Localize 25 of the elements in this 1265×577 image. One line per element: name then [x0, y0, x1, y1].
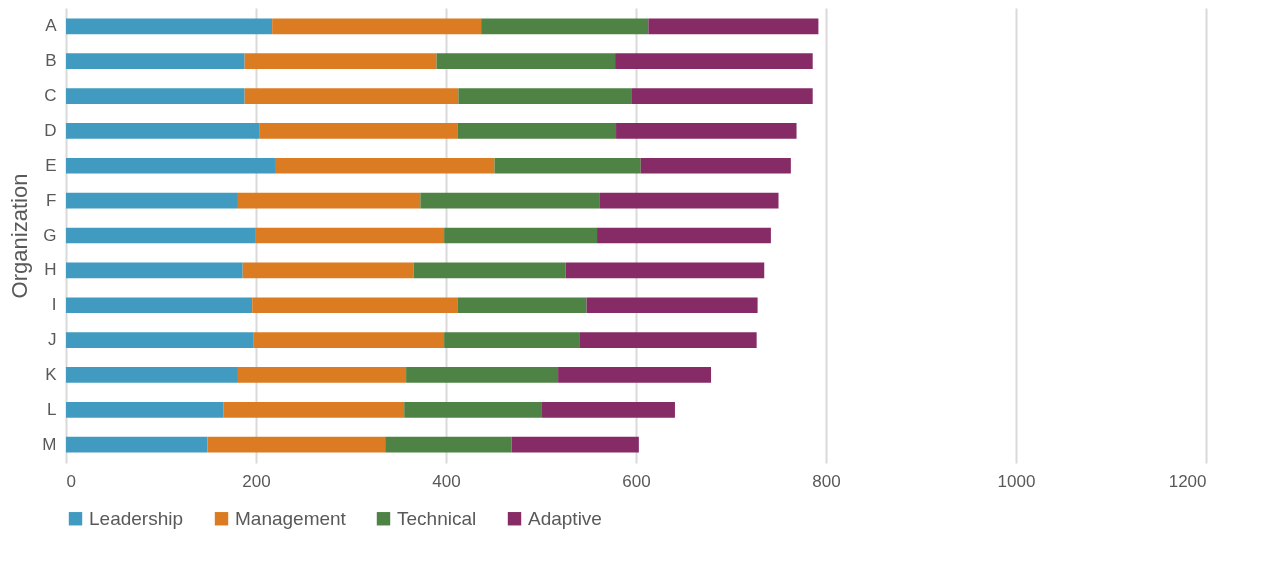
y-tick-label: D — [44, 120, 57, 140]
y-tick-label: M — [42, 434, 57, 454]
legend-label: Management — [235, 507, 347, 529]
x-tick-label: 1000 — [997, 471, 1036, 491]
y-tick-label: E — [45, 155, 57, 175]
x-tick-label: 0 — [66, 471, 76, 491]
x-tick-label: 400 — [432, 471, 461, 491]
x-tick-label: 1200 — [1168, 471, 1207, 491]
y-axis-title: Organization — [7, 173, 33, 299]
legend-label: Leadership — [89, 507, 184, 529]
y-tick-label: B — [45, 51, 57, 71]
y-tick-label: G — [43, 225, 57, 245]
y-tick-label: H — [44, 260, 57, 280]
x-tick-label: 800 — [812, 471, 841, 491]
y-tick-label: J — [48, 330, 57, 350]
y-tick-label: A — [45, 16, 58, 36]
y-tick-label: C — [44, 86, 57, 106]
y-tick-label: L — [47, 399, 57, 419]
x-tick-label: 600 — [622, 471, 651, 491]
legend-label: Adaptive — [528, 507, 602, 529]
y-tick-label: K — [45, 364, 58, 384]
legend-label: Technical — [397, 507, 477, 529]
y-tick-label: F — [46, 190, 57, 210]
x-tick-label: 200 — [242, 471, 271, 491]
y-tick-label: I — [51, 295, 57, 315]
